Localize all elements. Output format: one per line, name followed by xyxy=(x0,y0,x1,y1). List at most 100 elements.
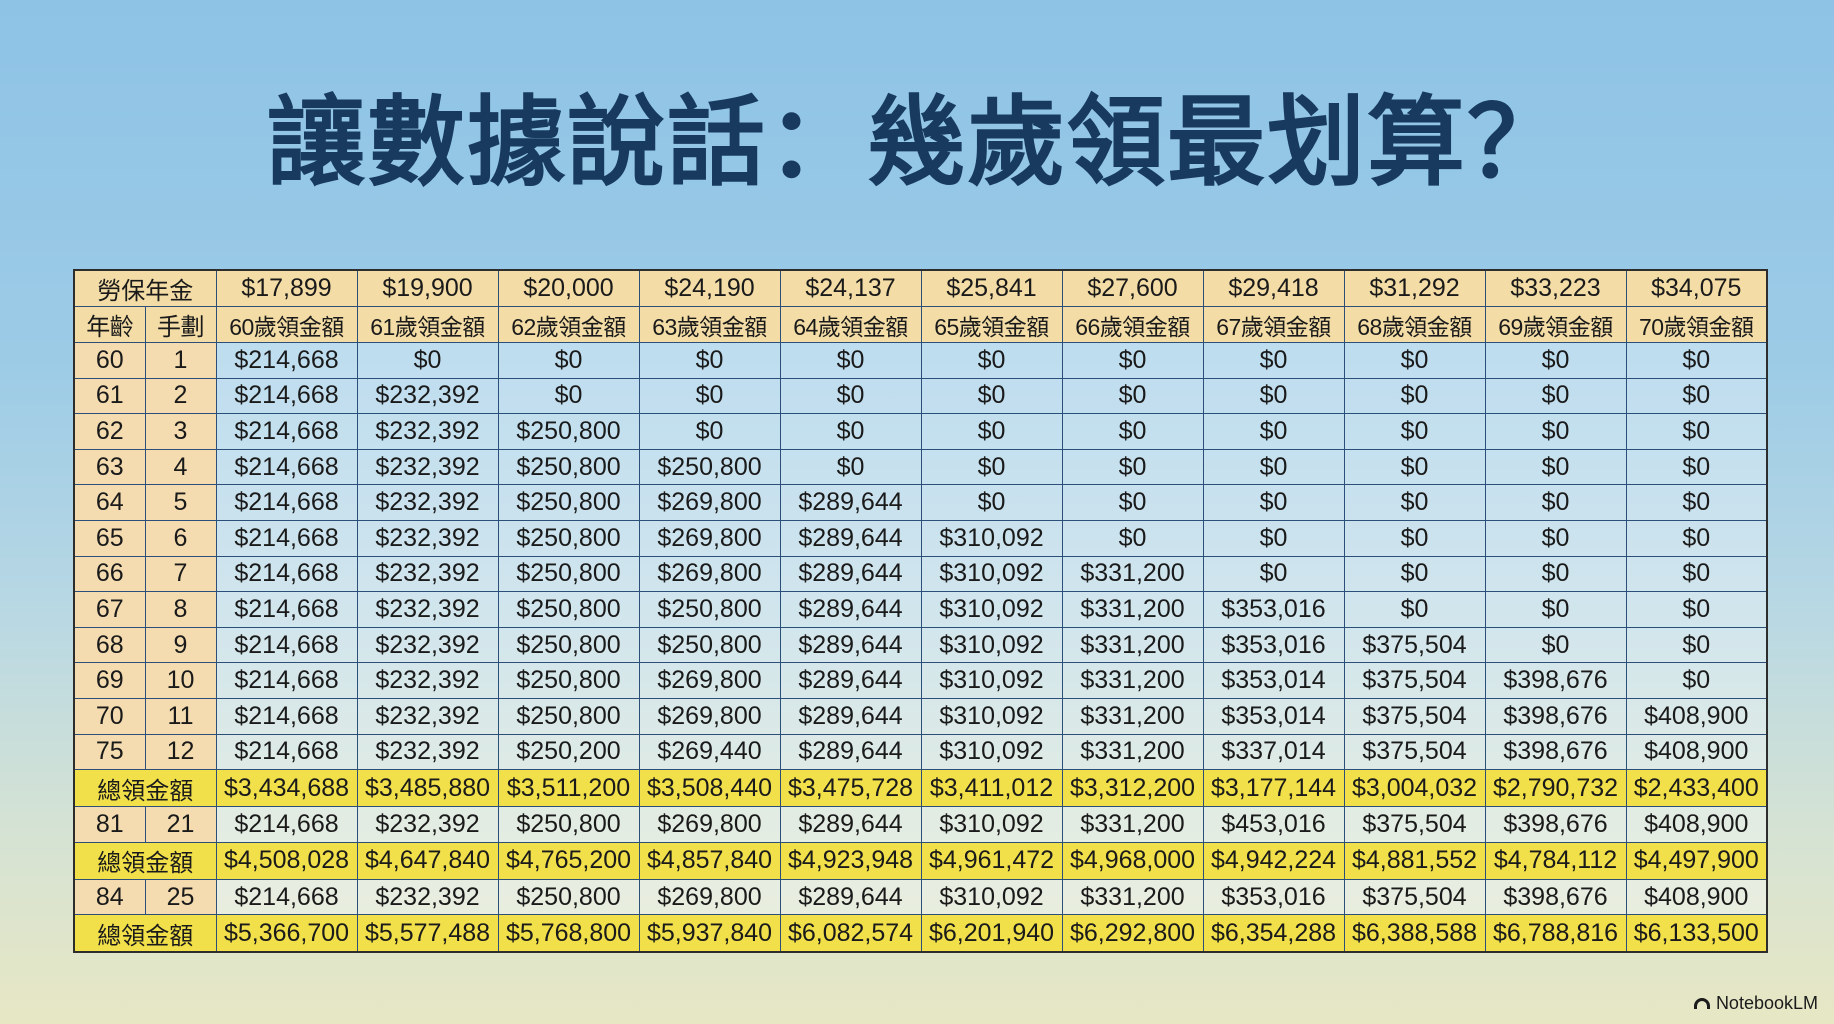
total-cell: $4,497,900 xyxy=(1625,841,1768,880)
total-cell: $3,177,144 xyxy=(1202,769,1345,808)
total-cell: $4,647,840 xyxy=(356,841,499,880)
total-label: 總領金額 xyxy=(73,914,217,953)
value-cell: $289,644 xyxy=(779,878,922,916)
value-cell: $0 xyxy=(920,448,1063,486)
value-cell: $214,668 xyxy=(215,662,358,699)
total-cell: $3,312,200 xyxy=(1061,769,1204,808)
value-cell: $250,800 xyxy=(497,591,640,628)
total-cell: $3,508,440 xyxy=(638,769,781,808)
page-title: 讓數據說話：幾歲領最划算？ xyxy=(266,86,1567,200)
value-cell: $0 xyxy=(1343,555,1486,593)
total-row: 總領金額 $3,434,688 $3,485,880 $3,511,200 $3,508… xyxy=(73,769,1768,808)
total-cell: $4,508,028 xyxy=(215,841,358,880)
value-cell: $250,800 xyxy=(497,555,640,593)
value-cell: $289,644 xyxy=(779,662,922,699)
value-cell: $0 xyxy=(1061,342,1204,379)
table-row: 61 2 $214,668 $232,392 $0 $0 $0 $0 $0 $0 $0 $0 $0 xyxy=(73,377,1768,415)
total-cell: $3,475,728 xyxy=(779,769,922,808)
header-row-pension: 勞保年金 $17,899 $19,900 $20,000 $24,190 $24,137 $… xyxy=(73,269,1768,307)
value-cell: $289,644 xyxy=(779,484,922,521)
value-cell: $214,668 xyxy=(215,806,358,843)
table-row: 69 10 $214,668 $232,392 $250,800 $269,800 $289… xyxy=(73,662,1768,699)
value-cell: $0 xyxy=(920,484,1063,521)
value-cell: $0 xyxy=(1202,413,1345,450)
year-cell: 2 xyxy=(144,377,217,415)
value-cell: $289,644 xyxy=(779,806,922,843)
column-header: 65歲領金額 xyxy=(920,306,1063,343)
value-cell: $0 xyxy=(1484,519,1627,557)
column-header: 64歲領金額 xyxy=(779,306,922,343)
value-cell: $353,016 xyxy=(1202,626,1345,664)
value-cell: $232,392 xyxy=(356,662,499,699)
year-cell: 12 xyxy=(144,733,217,771)
value-cell: $398,676 xyxy=(1484,697,1627,735)
table-row: 67 8 $214,668 $232,392 $250,800 $250,800 $289,… xyxy=(73,591,1768,628)
age-cell: 61 xyxy=(73,377,146,415)
value-cell: $331,200 xyxy=(1061,697,1204,735)
value-cell: $310,092 xyxy=(920,662,1063,699)
year-cell: 10 xyxy=(144,662,217,699)
value-cell: $214,668 xyxy=(215,555,358,593)
value-cell: $214,668 xyxy=(215,626,358,664)
value-cell: $0 xyxy=(1202,377,1345,415)
value-cell: $0 xyxy=(1484,484,1627,521)
value-cell: $375,504 xyxy=(1343,662,1486,699)
year-cell: 9 xyxy=(144,626,217,664)
value-cell: $269,800 xyxy=(638,519,781,557)
value-cell: $232,392 xyxy=(356,878,499,916)
value-cell: $0 xyxy=(1202,342,1345,379)
value-cell: $0 xyxy=(1343,377,1486,415)
value-cell: $232,392 xyxy=(356,413,499,450)
value-cell: $0 xyxy=(1625,626,1768,664)
value-cell: $269,800 xyxy=(638,806,781,843)
value-cell: $331,200 xyxy=(1061,591,1204,628)
value-cell: $0 xyxy=(356,342,499,379)
value-cell: $0 xyxy=(1061,377,1204,415)
value-cell: $250,800 xyxy=(497,662,640,699)
total-cell: $6,292,800 xyxy=(1061,914,1204,953)
column-header: 62歲領金額 xyxy=(497,306,640,343)
value-cell: $289,644 xyxy=(779,697,922,735)
header-pension-value: $33,223 xyxy=(1484,269,1627,307)
value-cell: $0 xyxy=(1061,519,1204,557)
year-cell: 3 xyxy=(144,413,217,450)
value-cell: $269,800 xyxy=(638,555,781,593)
value-cell: $214,668 xyxy=(215,519,358,557)
value-cell: $0 xyxy=(1061,484,1204,521)
header-pension-value: $29,418 xyxy=(1202,269,1345,307)
value-cell: $408,900 xyxy=(1625,806,1768,843)
value-cell: $232,392 xyxy=(356,626,499,664)
column-header: 68歲領金額 xyxy=(1343,306,1486,343)
value-cell: $250,800 xyxy=(497,697,640,735)
age-cell: 60 xyxy=(73,342,146,379)
value-cell: $232,392 xyxy=(356,484,499,521)
total-row: 總領金額 $4,508,028 $4,647,840 $4,765,200 $4,857… xyxy=(73,841,1768,880)
value-cell: $214,668 xyxy=(215,697,358,735)
value-cell: $310,092 xyxy=(920,697,1063,735)
value-cell: $375,504 xyxy=(1343,878,1486,916)
value-cell: $0 xyxy=(1625,591,1768,628)
value-cell: $408,900 xyxy=(1625,697,1768,735)
header-pension-value: $17,899 xyxy=(215,269,358,307)
total-cell: $3,004,032 xyxy=(1343,769,1486,808)
total-cell: $4,857,840 xyxy=(638,841,781,880)
value-cell: $250,800 xyxy=(638,626,781,664)
year-cell: 11 xyxy=(144,697,217,735)
value-cell: $269,800 xyxy=(638,697,781,735)
total-cell: $2,790,732 xyxy=(1484,769,1627,808)
value-cell: $398,676 xyxy=(1484,733,1627,771)
notebooklm-icon xyxy=(1693,998,1710,1009)
total-label: 總領金額 xyxy=(73,841,217,880)
age-cell: 65 xyxy=(73,519,146,557)
value-cell: $0 xyxy=(638,413,781,450)
table-row: 62 3 $214,668 $232,392 $250,800 $0 $0 $0 $0 $0 $0 $… xyxy=(73,413,1768,450)
value-cell: $269,440 xyxy=(638,733,781,771)
age-cell: 81 xyxy=(73,806,146,843)
value-cell: $331,200 xyxy=(1061,626,1204,664)
value-cell: $453,016 xyxy=(1202,806,1345,843)
value-cell: $0 xyxy=(1625,555,1768,593)
header-pension-value: $27,600 xyxy=(1061,269,1204,307)
value-cell: $0 xyxy=(1625,377,1768,415)
value-cell: $0 xyxy=(1625,413,1768,450)
value-cell: $0 xyxy=(1202,448,1345,486)
